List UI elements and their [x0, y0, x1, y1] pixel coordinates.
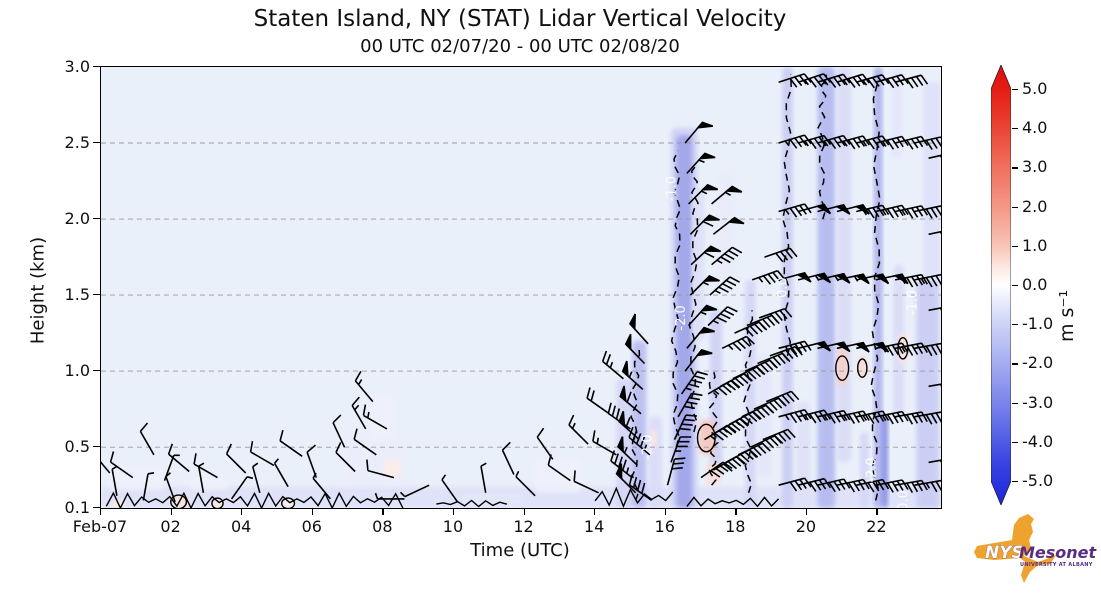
x-tick-label: Feb-07 [72, 517, 128, 536]
x-tick-label: 06 [301, 517, 322, 536]
x-tick-mark [805, 509, 808, 515]
y-tick-label: 2.5 [64, 133, 90, 153]
contour-value-label: -1.0 [665, 176, 680, 201]
x-tick-label: 16 [654, 517, 675, 536]
colorbar-tick-mark [1012, 245, 1018, 248]
colorbar-tick-label: 4.0 [1022, 118, 1048, 138]
x-tick-label: 08 [372, 517, 393, 536]
y-tick-label: 1.5 [64, 285, 90, 305]
velocity-shading-layer [101, 67, 941, 508]
logo-mesonet-text: Mesonet [1019, 543, 1098, 562]
gridlines-layer [101, 142, 941, 448]
colorbar-tick-label: 2.0 [1022, 196, 1048, 216]
contour-value-label: 0.0 [897, 490, 912, 508]
colorbar-tick-label: -4.0 [1022, 431, 1054, 451]
x-tick-mark [452, 509, 455, 515]
x-tick-label: 12 [513, 517, 534, 536]
colorbar-tick-mark [1012, 206, 1018, 208]
nys-mesonet-logo: NYS Mesonet UNIVERSITY AT ALBANY [974, 514, 1098, 583]
y-tick-mark [93, 370, 100, 372]
contour-value-label: -1.0 [905, 290, 920, 315]
colorbar-tick-mark [1012, 128, 1018, 130]
x-tick-mark [523, 509, 525, 515]
x-tick-label: 18 [725, 517, 746, 536]
x-tick-mark [594, 509, 596, 515]
colorbar-tick-label: 3.0 [1022, 157, 1048, 177]
colorbar-tick-label: 1.0 [1022, 235, 1048, 255]
colorbar-tick-mark [1012, 89, 1018, 91]
x-tick-mark [876, 509, 878, 515]
contour-value-label: -2.0 [674, 305, 689, 330]
y-tick-label: 1.0 [64, 361, 90, 381]
contour-labels-layer: -1.0 -2.0 -2.0 0.0 -2.0 0.0 -1.0 [641, 176, 921, 508]
velocity-heatmap: -1.0 -2.0 -2.0 0.0 -2.0 0.0 -1.0 [101, 67, 941, 508]
x-tick-mark [311, 509, 314, 515]
colorbar-tick-mark [1012, 441, 1018, 444]
x-tick-mark [100, 509, 102, 515]
y-tick-label: 3.0 [64, 57, 90, 76]
x-tick-mark [170, 509, 172, 515]
colorbar-unit-label: m s⁻¹ [1056, 289, 1078, 342]
y-tick-mark [93, 218, 100, 220]
colorbar-tick-label: -1.0 [1022, 314, 1054, 334]
x-axis-label: Time (UTC) [470, 540, 570, 561]
ny-state-icon [974, 514, 1057, 583]
y-tick-mark [93, 507, 100, 509]
x-tick-label: 20 [795, 517, 817, 536]
x-tick-mark [735, 509, 737, 515]
colorbar-tick-mark [1012, 363, 1018, 365]
contour-lines-layer [105, 74, 909, 508]
x-tick-mark [382, 509, 384, 515]
colorbar-tick-label: -2.0 [1022, 353, 1054, 373]
colorbar-tick-mark [1012, 402, 1018, 404]
colorbar-tick-mark [1012, 324, 1018, 326]
colorbar-tick-label: -5.0 [1022, 471, 1054, 490]
x-tick-label: 10 [442, 517, 464, 536]
y-tick-label: 0.1 [64, 498, 90, 517]
colorbar-tick-label: 5.0 [1022, 79, 1048, 98]
contour-value-label: -2.0 [641, 435, 656, 460]
wind-barbs-layer [101, 73, 941, 503]
colorbar-tick-label: -3.0 [1022, 392, 1054, 412]
colorbar [991, 65, 1011, 505]
y-tick-mark [93, 142, 100, 144]
chart-subtitle: 00 UTC 02/07/20 - 00 UTC 02/08/20 [360, 36, 680, 57]
logo-nys-text: NYS [985, 543, 1024, 563]
y-tick-label: 0.5 [64, 437, 90, 457]
colorbar-tick-mark [1012, 167, 1018, 169]
y-tick-mark [93, 446, 100, 448]
x-tick-mark [241, 509, 243, 515]
colorbar-tick-label: 0.0 [1022, 275, 1048, 294]
colorbar-gradient-bar [991, 65, 1011, 505]
x-tick-label: 02 [160, 517, 181, 536]
x-tick-label: 14 [583, 517, 605, 536]
contour-value-label: -2.0 [865, 457, 880, 482]
plot-area: -1.0 -2.0 -2.0 0.0 -2.0 0.0 -1.0 [100, 66, 942, 509]
y-tick-label: 2.0 [64, 209, 90, 229]
y-tick-mark [93, 294, 100, 296]
colorbar-tick-mark [1012, 481, 1018, 483]
contour-value-label: 0.0 [775, 277, 790, 298]
y-tick-mark [93, 66, 100, 68]
x-tick-mark [664, 509, 666, 515]
logo-tagline-text: UNIVERSITY AT ALBANY [1020, 562, 1093, 568]
chart-title: Staten Island, NY (STAT) Lidar Vertical … [253, 6, 787, 32]
x-tick-label: 04 [230, 517, 252, 536]
x-tick-label: 22 [866, 517, 887, 536]
colorbar-tick-mark [1012, 285, 1018, 287]
